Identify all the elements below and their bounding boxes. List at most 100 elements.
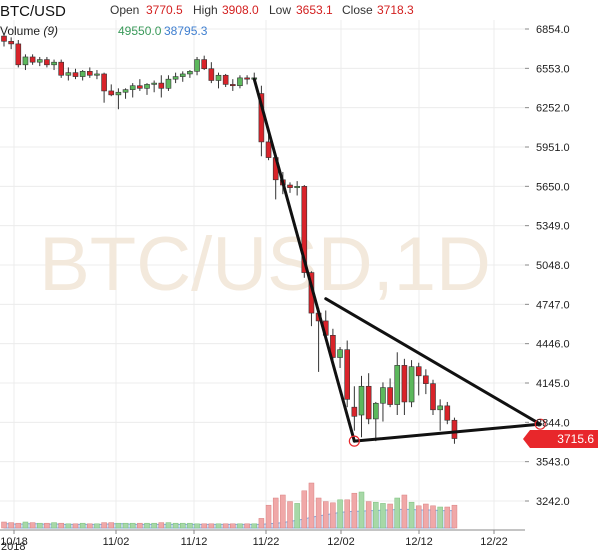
open-value: 3770.5 <box>146 3 183 17</box>
x-tick-label: 12/02 <box>327 536 355 548</box>
grid-lines <box>0 20 525 531</box>
candle-body <box>237 77 243 87</box>
candle-body <box>101 73 107 92</box>
volume-bar <box>201 523 207 529</box>
x-tick-label: 10/18 <box>0 536 28 548</box>
x-tick-label: 11/22 <box>253 536 280 548</box>
volume-bar <box>280 494 286 529</box>
high-label: High <box>193 3 218 17</box>
candle-body <box>194 59 200 72</box>
volume-bar <box>8 522 14 529</box>
volume-bar <box>308 482 315 529</box>
candle-body <box>265 141 272 158</box>
low-label: Low <box>269 3 292 17</box>
volume-bar <box>423 503 429 529</box>
watermark: BTC/USD,1D <box>39 222 491 307</box>
volume-bar <box>373 501 379 529</box>
volume-ma-value: 38795.3 <box>164 24 208 38</box>
candle-body <box>351 406 358 417</box>
volume-bar <box>222 523 229 529</box>
volume-bar <box>215 523 222 529</box>
volume-bar <box>122 522 129 529</box>
volume-bar <box>237 523 243 529</box>
close-value: 3718.3 <box>377 3 414 17</box>
candle-body <box>294 186 300 188</box>
volume-bar <box>287 501 293 529</box>
candle-body <box>230 84 236 87</box>
candle-body <box>158 82 165 89</box>
volume-bar <box>451 504 458 529</box>
candle-body <box>444 405 451 421</box>
volume-legend: Volume (9) <box>0 24 58 38</box>
candle-body <box>108 90 115 96</box>
candle-body <box>137 85 143 89</box>
candle-body <box>87 71 93 76</box>
candle-body <box>415 366 422 377</box>
volume-bar <box>58 522 64 529</box>
y-tick-label: 3242.0 <box>536 496 570 508</box>
close-label: Close <box>342 3 373 17</box>
open-label: Open <box>110 3 140 17</box>
volume-bar <box>380 503 386 529</box>
volume-bar <box>258 518 265 529</box>
candle-body <box>94 73 100 76</box>
volume-label: Volume <box>0 24 41 38</box>
candle-body <box>408 366 415 403</box>
y-tick-label: 5650.0 <box>536 181 570 193</box>
volume-bar <box>358 491 365 529</box>
volume-bar <box>315 497 322 529</box>
volume-bar <box>265 504 272 529</box>
volume-bar <box>137 522 143 529</box>
volume-bar <box>101 522 107 529</box>
volume-bar <box>230 523 236 529</box>
candle-body <box>8 40 14 45</box>
candle-body <box>144 84 150 89</box>
volume-bar <box>22 521 29 529</box>
y-tick-label: 6553.0 <box>536 63 570 75</box>
candle-body <box>451 419 458 439</box>
candle-body <box>129 85 136 90</box>
volume-bar <box>144 522 150 529</box>
volume-bar <box>323 501 329 529</box>
volume-bar <box>79 522 86 529</box>
volume-bar <box>129 522 136 529</box>
y-tick-label: 5349.0 <box>536 221 570 233</box>
candle-body <box>222 74 229 85</box>
volume-bar <box>337 499 343 529</box>
candle-body <box>380 387 386 404</box>
volume-bar <box>44 522 50 529</box>
candle-body <box>287 184 293 188</box>
volume-bar <box>108 522 114 529</box>
year-label: 2018 <box>1 541 26 553</box>
trendlines <box>252 77 546 447</box>
candle-body <box>122 89 129 93</box>
x-axis: 10/18 11/02 11/12 11/22 12/02 12/12 12/22 <box>0 530 508 548</box>
last-price-tag: 3715.6 <box>523 430 598 448</box>
x-tick-label: 12/12 <box>405 536 433 548</box>
candle-body <box>387 387 393 405</box>
candle-body <box>215 74 222 81</box>
volume-bar <box>29 522 36 529</box>
y-tick-label: 6252.0 <box>536 103 570 115</box>
candle-body <box>201 59 207 70</box>
y-tick-label: 5048.0 <box>536 260 570 272</box>
volume-bar <box>387 503 393 529</box>
symbol-title: BTC/USD <box>0 3 66 20</box>
candle-body <box>401 365 408 403</box>
candle-body <box>179 73 186 77</box>
candle-body <box>365 385 372 420</box>
volume-period: (9) <box>43 24 59 38</box>
x-tick-label: 12/22 <box>480 536 508 548</box>
trendline <box>352 422 542 443</box>
y-tick-label: 3844.0 <box>536 417 570 429</box>
volume-bar <box>115 522 122 529</box>
volume-bar <box>330 502 336 529</box>
volume-bar <box>65 523 72 529</box>
volume-bar <box>351 492 358 529</box>
trendline-anchor <box>534 418 546 430</box>
y-tick-label: 4747.0 <box>536 299 570 311</box>
y-tick-label: 3543.0 <box>536 457 570 469</box>
y-tick-label: 6854.0 <box>536 24 570 36</box>
volume-bar <box>444 506 451 529</box>
candle-body <box>58 61 65 76</box>
